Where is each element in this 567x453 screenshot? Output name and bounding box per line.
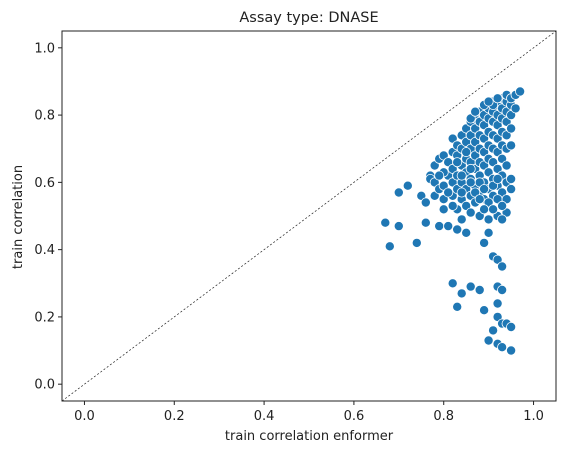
data-point [488, 204, 499, 215]
data-point [434, 221, 445, 232]
y-tick-label: 0.0 [34, 378, 55, 393]
data-point [447, 200, 458, 211]
plot-frame [61, 30, 557, 402]
data-point [474, 284, 485, 295]
x-axis-label: train correlation enformer [225, 429, 394, 444]
data-point [465, 163, 476, 174]
x-tick-label: 0.2 [164, 409, 185, 424]
y-tick-label: 0.6 [34, 176, 55, 191]
data-point [438, 204, 449, 215]
data-point [483, 335, 494, 346]
data-point [465, 207, 476, 218]
data-point [501, 160, 512, 171]
data-point [443, 187, 454, 198]
data-point [402, 180, 413, 191]
data-point [434, 170, 445, 181]
reference-diagonal-line [61, 30, 557, 402]
data-point [411, 237, 422, 248]
data-point [465, 113, 476, 124]
data-point [497, 284, 508, 295]
data-point [479, 184, 490, 195]
data-point [452, 301, 463, 312]
data-point [479, 204, 490, 215]
data-point [438, 180, 449, 191]
data-point [465, 177, 476, 188]
data-point [465, 281, 476, 292]
data-point [479, 305, 490, 316]
data-point [492, 298, 503, 309]
data-point [452, 224, 463, 235]
x-tick-label: 0.0 [74, 409, 95, 424]
y-tick-label: 0.4 [34, 243, 55, 258]
data-point [497, 214, 508, 225]
data-point [447, 278, 458, 289]
data-point [501, 130, 512, 141]
data-point [456, 288, 467, 299]
data-point [515, 86, 526, 97]
data-point [510, 103, 521, 114]
x-tick-label: 0.6 [344, 409, 365, 424]
data-point [479, 237, 490, 248]
chart-title: Assay type: DNASE [239, 10, 378, 26]
data-point [483, 214, 494, 225]
data-point [497, 342, 508, 353]
y-axis-ticks: 0.0 0.2 0.4 0.6 0.8 1.0 [34, 41, 62, 393]
data-point [497, 200, 508, 211]
data-point [393, 187, 404, 198]
data-point [380, 217, 391, 228]
data-point [506, 173, 517, 184]
data-point [384, 241, 395, 252]
data-point [393, 221, 404, 232]
points-layer [380, 86, 526, 356]
data-point [488, 325, 499, 336]
data-point [506, 345, 517, 356]
data-point [506, 321, 517, 332]
data-point [452, 157, 463, 168]
data-point [461, 227, 472, 238]
y-tick-label: 0.8 [34, 109, 55, 124]
x-tick-label: 0.4 [254, 409, 275, 424]
y-tick-label: 1.0 [34, 41, 55, 56]
data-point [447, 133, 458, 144]
data-point [483, 96, 494, 107]
data-point [456, 214, 467, 225]
x-axis-ticks: 0.0 0.2 0.4 0.6 0.8 1.0 [74, 401, 544, 424]
data-point [506, 123, 517, 134]
data-point [483, 227, 494, 238]
data-point [456, 170, 467, 181]
data-point [443, 221, 454, 232]
data-point [461, 147, 472, 158]
y-axis-label: train correlation [11, 165, 26, 269]
data-point [470, 106, 481, 117]
data-point [483, 197, 494, 208]
y-tick-label: 0.2 [34, 310, 55, 325]
data-point [420, 217, 431, 228]
data-point [492, 254, 503, 265]
data-point [506, 140, 517, 151]
data-point [474, 194, 485, 205]
data-point [492, 93, 503, 104]
data-point [492, 173, 503, 184]
data-point [456, 187, 467, 198]
x-tick-label: 1.0 [523, 409, 544, 424]
x-tick-label: 0.8 [433, 409, 454, 424]
data-point [497, 261, 508, 272]
data-point [420, 197, 431, 208]
data-point [506, 184, 517, 195]
